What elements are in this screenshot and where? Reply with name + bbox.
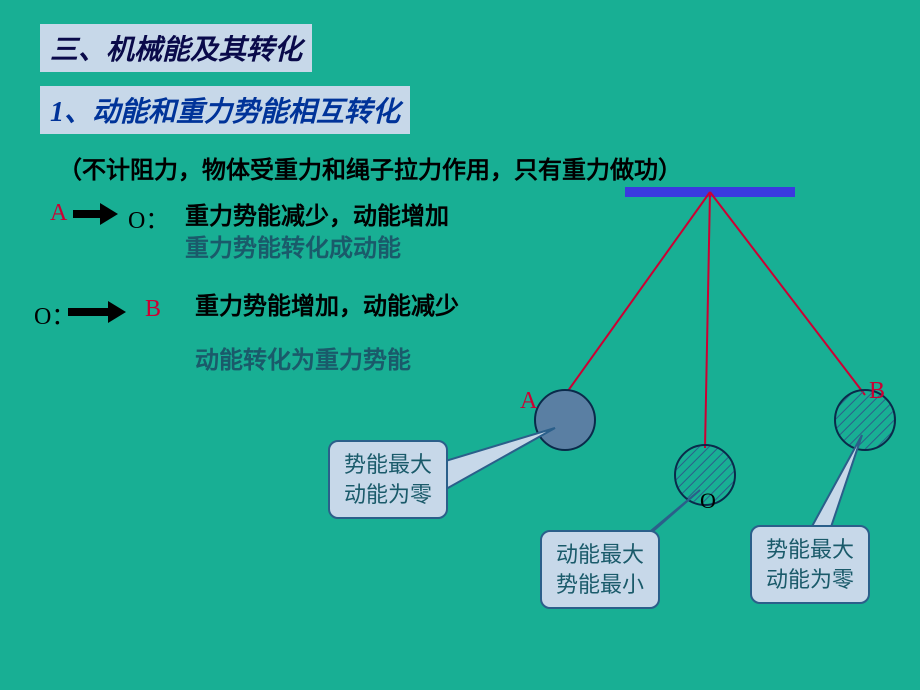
string-O (705, 192, 710, 448)
callout-O: 动能最大 势能最小 (540, 530, 660, 609)
arrow-shaft-ob (68, 308, 110, 316)
pendulum-svg (500, 180, 910, 520)
pendulum-diagram (500, 180, 910, 520)
string-A (565, 192, 710, 395)
ob-line1: 重力势能增加，动能减少 (195, 286, 459, 321)
point-label-B: B (869, 378, 885, 405)
ao-line1: 重力势能减少，动能增加 (185, 196, 449, 231)
string-B (710, 192, 865, 395)
ball-A (535, 390, 595, 450)
callout-O-line1: 动能最大 (556, 540, 644, 570)
callout-A: 势能最大 动能为零 (328, 440, 448, 519)
arrow-head-ob (108, 301, 126, 323)
point-label-A: A (520, 388, 537, 415)
callout-A-line1: 势能最大 (344, 450, 432, 480)
section-heading: 三、机械能及其转化 (40, 24, 312, 72)
label-B-left: B (145, 296, 161, 323)
arrow-shaft-ao (73, 210, 101, 218)
callout-A-line2: 动能为零 (344, 480, 432, 510)
ball-B (835, 390, 895, 450)
callout-B-line2: 动能为零 (766, 565, 854, 595)
subsection-heading: 1、动能和重力势能相互转化 (40, 86, 410, 134)
label-A-left: A (50, 200, 67, 227)
arrow-head-ao (100, 203, 118, 225)
ao-line2: 重力势能转化成动能 (185, 228, 401, 263)
ob-line2: 动能转化为重力势能 (195, 340, 411, 375)
callout-B: 势能最大 动能为零 (750, 525, 870, 604)
point-label-O: O (700, 488, 716, 514)
label-O-left: O： (128, 200, 169, 235)
callout-B-line1: 势能最大 (766, 535, 854, 565)
callout-O-line2: 势能最小 (556, 570, 644, 600)
